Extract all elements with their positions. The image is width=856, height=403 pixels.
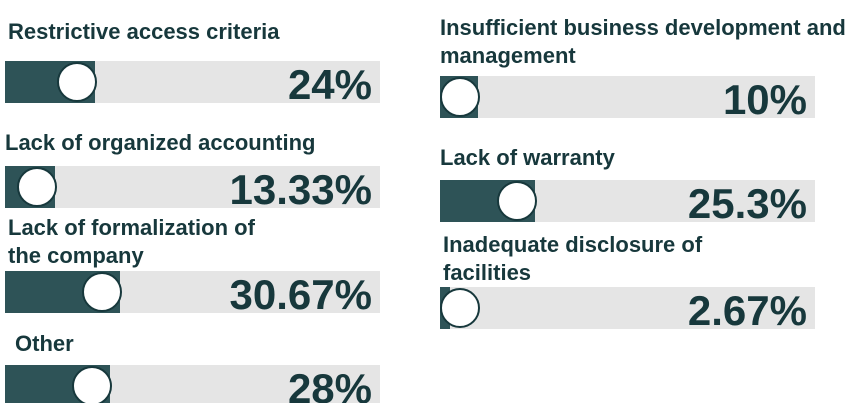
bar-knob [440, 77, 480, 117]
value-label: 25.3% [687, 180, 807, 227]
bar-track: 30.67% [5, 271, 380, 318]
bar-track: 2.67% [440, 287, 815, 334]
item-label: Inadequate disclosure of facilities [443, 232, 703, 285]
bar-track: 25.3% [440, 180, 815, 227]
value-label: 10% [722, 76, 807, 123]
bar-track: 24% [5, 61, 380, 108]
bar-knob [57, 62, 97, 102]
value-label: 30.67% [229, 271, 372, 318]
item-label: Lack of formalization of the company [8, 215, 255, 268]
bar-knob [82, 272, 122, 312]
bar-knob [440, 288, 480, 328]
bar-track: 13.33% [5, 166, 380, 213]
value-label: 13.33% [229, 166, 372, 213]
item-label: Lack of organized accounting [5, 130, 316, 155]
bar-knob [72, 366, 112, 403]
bar-knob [496, 181, 537, 221]
bar-knob [16, 167, 57, 207]
item-label: Lack of warranty [440, 145, 615, 170]
item-label: Insufficient business development and ma… [440, 15, 846, 68]
value-label: 28% [287, 365, 372, 403]
item-label: Other [15, 331, 74, 356]
item-label: Restrictive access criteria [8, 19, 280, 44]
value-label: 24% [287, 61, 372, 108]
bar-track: 10% [440, 76, 815, 123]
value-label: 2.67% [687, 287, 807, 334]
bar-track: 28% [5, 365, 380, 403]
